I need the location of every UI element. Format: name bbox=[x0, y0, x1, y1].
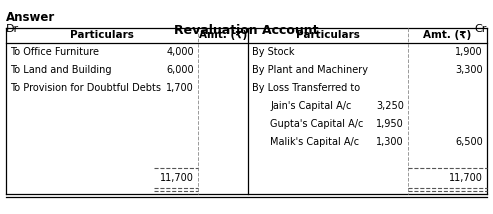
Text: 6,000: 6,000 bbox=[166, 65, 194, 75]
Text: By Loss Transferred to: By Loss Transferred to bbox=[252, 83, 360, 93]
Text: Amt. (₹): Amt. (₹) bbox=[423, 31, 472, 40]
Text: Cr: Cr bbox=[475, 24, 487, 34]
Text: 6,500: 6,500 bbox=[455, 137, 483, 147]
Text: To Provision for Doubtful Debts: To Provision for Doubtful Debts bbox=[10, 83, 161, 93]
Text: 3,300: 3,300 bbox=[456, 65, 483, 75]
Text: 1,700: 1,700 bbox=[166, 83, 194, 93]
Text: 4,000: 4,000 bbox=[166, 47, 194, 57]
Text: 1,900: 1,900 bbox=[456, 47, 483, 57]
Text: Particulars: Particulars bbox=[70, 31, 134, 40]
Text: To Land and Building: To Land and Building bbox=[10, 65, 111, 75]
Text: Particulars: Particulars bbox=[296, 31, 360, 40]
Text: 11,700: 11,700 bbox=[160, 173, 194, 183]
Text: Jain's Capital A/c: Jain's Capital A/c bbox=[270, 101, 352, 111]
Text: By Plant and Machinery: By Plant and Machinery bbox=[252, 65, 368, 75]
Text: Amt. (₹): Amt. (₹) bbox=[199, 31, 247, 40]
Text: 1,950: 1,950 bbox=[376, 119, 404, 129]
Text: To Office Furniture: To Office Furniture bbox=[10, 47, 99, 57]
Text: 1,300: 1,300 bbox=[376, 137, 404, 147]
Text: Dr: Dr bbox=[6, 24, 19, 34]
Text: By Stock: By Stock bbox=[252, 47, 294, 57]
Text: Gupta's Capital A/c: Gupta's Capital A/c bbox=[270, 119, 363, 129]
Text: 3,250: 3,250 bbox=[376, 101, 404, 111]
Text: Malik's Capital A/c: Malik's Capital A/c bbox=[270, 137, 359, 147]
Text: 11,700: 11,700 bbox=[449, 173, 483, 183]
Text: Revaluation Account: Revaluation Account bbox=[174, 24, 319, 37]
Text: Answer: Answer bbox=[6, 11, 55, 24]
